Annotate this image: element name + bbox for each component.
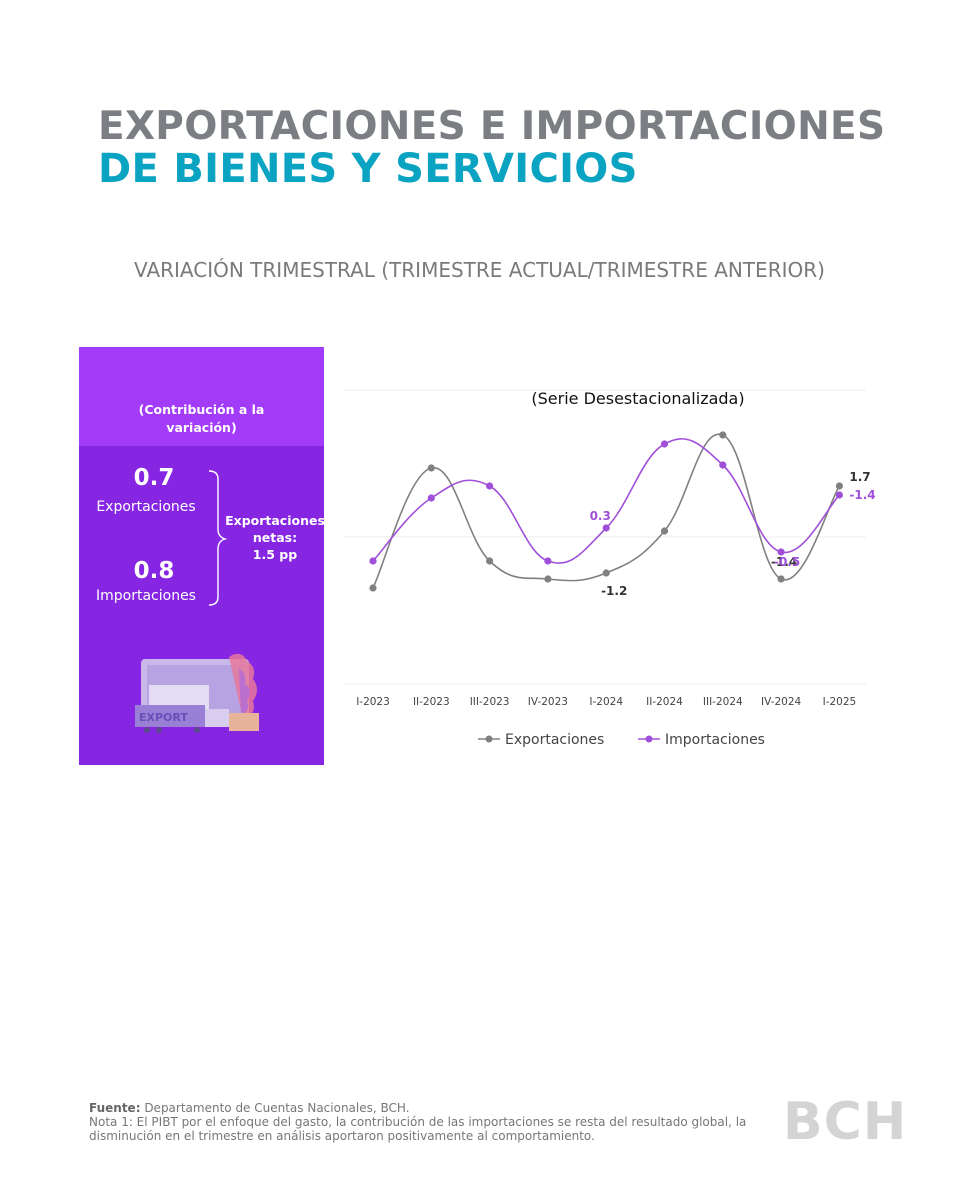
data-point-exportaciones: [486, 557, 494, 565]
series-line-exportaciones: [372, 433, 841, 589]
data-label: 0.3: [590, 509, 611, 523]
imports-contribution-value: 0.8: [133, 558, 175, 584]
x-tick-label: IV-2024: [761, 696, 801, 708]
chart-gridlines: [344, 389, 866, 685]
net-exports-line2: netas:: [252, 530, 298, 545]
data-label: -1.2: [601, 584, 627, 598]
net-exports-value: 1.5 pp: [252, 547, 298, 562]
net-exports-line1: Exportaciones: [225, 513, 324, 528]
data-label: 1.7: [849, 470, 870, 484]
page-subtitle: VARIACIÓN TRIMESTRAL (TRIMESTRE ACTUAL/T…: [134, 258, 825, 282]
chart-legend: Exportaciones Importaciones: [478, 732, 765, 748]
x-tick-label: II-2023: [413, 696, 450, 708]
exports-contribution-label: Exportaciones: [96, 499, 196, 515]
data-point-exportaciones: [544, 575, 552, 583]
data-label: -1.4: [771, 555, 797, 569]
data-point-importaciones: [660, 440, 669, 448]
data-point-importaciones: [369, 557, 377, 565]
x-tick-label: I-2025: [823, 696, 857, 708]
data-label: -0.5: [774, 555, 800, 569]
legend-item-importaciones: Importaciones: [638, 732, 765, 748]
x-axis-ticks: I-2023 II-2023 III-2023 IV-2023 I-2024 II-202…: [356, 696, 856, 708]
x-tick-label: I-2023: [356, 696, 390, 708]
chart-title: (Serie Desestacionalizada): [531, 389, 744, 408]
svg-text:Exportaciones: Exportaciones: [505, 732, 604, 748]
legend-item-exportaciones: Exportaciones: [478, 732, 604, 748]
card-header-line2: variación): [166, 420, 237, 435]
exports-contribution-value: 0.7: [133, 465, 175, 491]
footer: Fuente: Departamento de Cuentas Nacional…: [89, 1101, 749, 1143]
x-tick-label: III-2024: [703, 696, 743, 708]
data-point-exportaciones: [660, 527, 669, 535]
card-header: [79, 347, 324, 446]
line-chart: (Serie Desestacionalizada) -1.2 -1.4 1.7 0.…: [344, 389, 876, 748]
net-exports-label: Exportaciones netas: 1.5 pp: [225, 512, 324, 563]
data-point-exportaciones: [777, 575, 785, 583]
chart-series: -1.2-1.41.70.3-0.5-1.4: [369, 431, 876, 598]
data-point-exportaciones: [835, 482, 843, 490]
imports-contribution-label: Importaciones: [96, 588, 196, 604]
page-title-line1: EXPORTACIONES E IMPORTACIONES: [98, 104, 886, 149]
footer-source: Fuente: Departamento de Cuentas Nacional…: [89, 1101, 749, 1115]
series-line-importaciones: [372, 438, 840, 564]
svg-text:EXPORT: EXPORT: [139, 711, 188, 724]
footer-note: Nota 1: El PIBT por el enfoque del gasto…: [89, 1115, 747, 1143]
data-label: -1.4: [849, 488, 875, 502]
data-point-exportaciones: [602, 569, 610, 577]
data-point-exportaciones: [369, 584, 377, 592]
data-point-importaciones: [719, 461, 727, 469]
data-point-importaciones: [835, 491, 843, 499]
brace-icon: [208, 470, 228, 606]
x-tick-label: I-2024: [589, 696, 623, 708]
data-point-importaciones: [427, 494, 435, 502]
bch-logo: BCH: [783, 1092, 908, 1152]
page-title-line2: DE BIENES Y SERVICIOS: [98, 146, 638, 192]
data-point-importaciones: [602, 524, 610, 532]
card-header-text: (Contribución a la variación): [79, 401, 324, 437]
svg-text:Importaciones: Importaciones: [665, 732, 765, 748]
card-header-line1: (Contribución a la: [138, 402, 265, 417]
x-tick-label: IV-2023: [528, 696, 568, 708]
contribution-card: (Contribución a la variación) 0.7 Export…: [79, 347, 324, 765]
x-tick-label: III-2023: [470, 696, 510, 708]
footer-source-text: Departamento de Cuentas Nacionales, BCH.: [140, 1101, 410, 1115]
data-point-exportaciones: [719, 431, 727, 439]
data-point-importaciones: [777, 548, 785, 556]
data-point-exportaciones: [427, 464, 435, 472]
x-tick-label: II-2024: [646, 696, 683, 708]
data-point-importaciones: [486, 482, 494, 490]
footer-source-label: Fuente:: [89, 1101, 141, 1115]
export-truck-illustration-icon: EXPORT: [135, 653, 259, 733]
data-point-importaciones: [544, 557, 552, 565]
